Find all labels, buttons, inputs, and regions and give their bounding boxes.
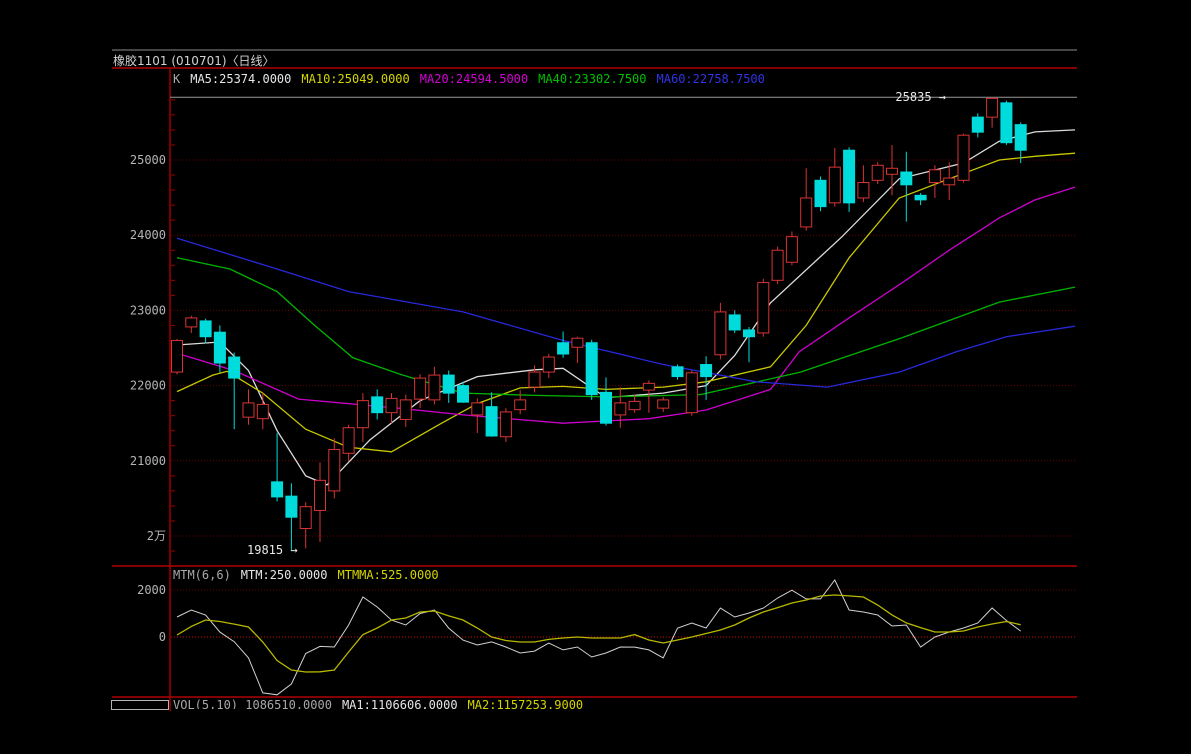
vol-indicator-header: VOL(5,10) 1086510.0000 MA1:1106606.0000 MA… <box>173 699 593 709</box>
indicator-value: MA20:24594.5000 <box>419 72 529 86</box>
indicator-prefix: K <box>173 72 181 86</box>
candle <box>886 144 898 196</box>
ma-line-ma10 <box>176 152 1076 453</box>
bottom-left-box <box>111 700 169 710</box>
candle <box>314 462 326 543</box>
candle <box>213 325 226 373</box>
candle <box>514 390 527 415</box>
candle <box>585 339 598 400</box>
candle <box>299 502 312 549</box>
ma-line-ma20 <box>176 186 1076 424</box>
candle <box>285 483 298 550</box>
candle <box>600 377 612 426</box>
candle <box>428 366 441 405</box>
candle <box>857 165 870 203</box>
indicator-value: MA1:1106606.0000 <box>341 699 458 709</box>
candle <box>342 424 355 461</box>
mtmma-line <box>176 594 1021 673</box>
candle <box>399 394 412 427</box>
candle <box>814 176 827 212</box>
candle <box>171 338 183 375</box>
candle <box>642 380 655 413</box>
low-price-annotation: 19815 → <box>247 543 298 557</box>
price-axis-label: 25000 <box>130 153 166 167</box>
indicator-value: MTM:250.0000 <box>240 568 328 582</box>
candle <box>914 193 927 206</box>
candle <box>442 370 455 403</box>
candle <box>471 398 484 433</box>
mtm-indicator-header: MTM(6,6) MTM:250.0000 MTMMA:525.0000 <box>173 569 449 582</box>
ma-line-ma60 <box>176 237 1076 388</box>
price-axis-label: 23000 <box>130 303 166 317</box>
candle <box>614 387 627 428</box>
price-axis-label: 21000 <box>130 454 166 468</box>
indicator-value: MA40:23302.7500 <box>538 72 647 86</box>
price-axis-label: 24000 <box>130 228 166 242</box>
candle <box>1000 100 1013 145</box>
price-axis-label: 2万 <box>147 529 166 543</box>
indicator-value: MA10:25049.0000 <box>301 72 410 86</box>
ma-indicator-header: K MA5:25374.0000 MA10:25049.0000 MA20:24594… <box>173 73 775 86</box>
candle <box>757 278 770 337</box>
candle <box>928 165 941 198</box>
candle <box>271 432 284 502</box>
mtm-axis-label: 0 <box>159 630 166 644</box>
candle <box>900 151 913 222</box>
candle <box>828 147 841 207</box>
candlestick-series <box>171 97 1027 550</box>
candle <box>957 133 970 183</box>
candle <box>871 162 884 185</box>
vol-indicator-header-clip: VOL(5,10) 1086510.0000 MA1:1106606.0000 MA… <box>173 699 593 709</box>
candle <box>242 389 255 425</box>
candle <box>414 374 427 409</box>
candle <box>943 162 956 200</box>
candle <box>256 393 269 430</box>
candle <box>685 370 698 416</box>
ma-line-ma40 <box>176 257 1076 398</box>
candle <box>385 393 398 424</box>
candle <box>371 389 384 420</box>
candle <box>571 336 584 364</box>
candle <box>714 302 727 360</box>
candle <box>700 356 713 400</box>
candle <box>800 168 813 231</box>
indicator-value: VOL(5,10) 1086510.0000 <box>173 699 332 709</box>
mtm-line <box>176 579 1021 696</box>
candle <box>986 97 999 128</box>
candle <box>1014 122 1027 164</box>
high-price-annotation: 25835 → <box>895 90 946 104</box>
candle <box>557 331 570 358</box>
candle <box>228 352 241 430</box>
candle <box>628 394 641 413</box>
indicator-value: MTMMA:525.0000 <box>337 568 439 582</box>
indicator-value: MA5:25374.0000 <box>190 72 292 86</box>
indicator-value: MTM(6,6) <box>173 568 231 582</box>
candle <box>657 396 670 412</box>
candle <box>199 318 212 344</box>
candle <box>528 365 541 393</box>
indicator-value: MA60:22758.7500 <box>656 72 765 86</box>
candle <box>843 147 856 212</box>
window-title: 橡胶1101 (010701)〈日线〉 <box>113 54 275 68</box>
candle <box>485 392 498 437</box>
candle <box>457 381 469 403</box>
candle <box>785 231 798 266</box>
candle <box>328 438 341 499</box>
price-axis-label: 22000 <box>130 379 166 393</box>
candle <box>185 315 198 333</box>
indicator-value: MA2:1157253.9000 <box>467 699 584 709</box>
candle <box>971 113 984 138</box>
candle <box>743 326 755 363</box>
candle <box>771 246 784 285</box>
candle <box>356 393 369 442</box>
candle <box>499 408 512 442</box>
candle <box>728 310 741 333</box>
mtm-axis-label: 2000 <box>137 583 166 597</box>
candle <box>542 354 555 379</box>
candle <box>671 364 684 380</box>
